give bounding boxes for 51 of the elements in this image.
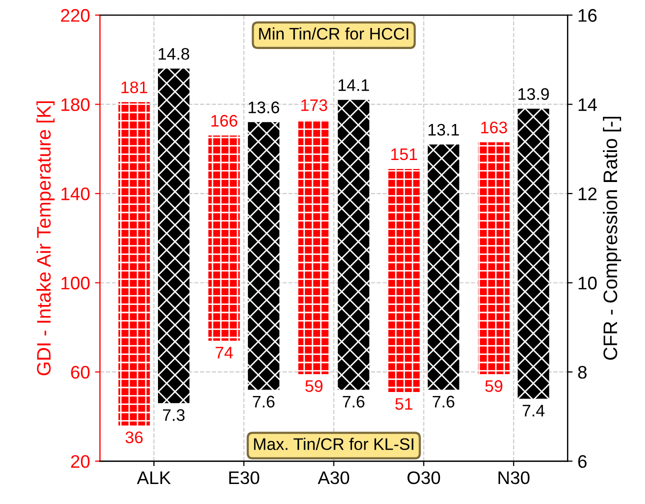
y-axis-title: GDI - Intake Air Temperature [K]: [36, 101, 55, 376]
bar: [158, 68, 190, 404]
x-tick-label: N30: [498, 471, 530, 484]
x-tick-label: A30: [318, 471, 350, 484]
bar: [518, 108, 550, 399]
y2-tick-label: 10: [578, 276, 597, 290]
bar: [248, 122, 280, 390]
annotation: 51: [395, 398, 412, 410]
bar: [428, 144, 460, 390]
y-tick-label: 20: [71, 455, 90, 468]
annotation: 14.8: [158, 48, 190, 60]
annotation: 14.1: [338, 79, 369, 91]
annotation: 13.6: [248, 102, 280, 114]
x-tick-label: ALK: [136, 472, 171, 484]
y-tick-label: 60: [71, 366, 90, 379]
y-tick-label: 100: [62, 276, 90, 290]
y-tick-label: 220: [61, 9, 90, 22]
x-tick-label: E30: [229, 471, 260, 484]
bar: [338, 100, 370, 390]
annotation: 181: [122, 81, 148, 94]
y2-tick-label: 6: [578, 455, 587, 468]
annotation: 7.6: [252, 396, 274, 408]
bar: [298, 120, 330, 374]
annotation: 36: [126, 431, 143, 444]
y-tick-label: 180: [62, 98, 90, 112]
annotation: 7.3: [162, 409, 185, 421]
annotation: 7.6: [432, 396, 454, 408]
annotation: 166: [211, 114, 238, 127]
annotation: 163: [481, 122, 508, 134]
y-tick-label: 140: [62, 187, 90, 200]
bar: [208, 136, 240, 341]
annotation: 13.9: [518, 88, 549, 100]
bar: [478, 142, 510, 374]
y2-tick-label: 8: [578, 366, 587, 379]
annotation: 59: [305, 380, 322, 392]
y2-tick-label: 12: [578, 187, 596, 200]
annotation: 59: [485, 380, 502, 392]
annotation: 13.1: [428, 124, 459, 136]
bar: [118, 102, 150, 426]
annotation: Max. Tin/CR for KL-SI: [254, 438, 414, 450]
y2-axis-title: CFR - Compression Ratio [-]: [602, 116, 622, 360]
annotation: 151: [391, 148, 418, 160]
x-tick-label: O30: [408, 471, 440, 484]
y2-tick-label: 16: [578, 9, 597, 22]
annotation: 173: [301, 99, 328, 112]
bar: [388, 169, 420, 392]
y2-tick-label: 14: [578, 98, 597, 111]
annotation: 7.6: [342, 396, 364, 408]
annotation: 74: [216, 346, 233, 358]
annotation: 7.4: [522, 404, 545, 416]
annotation: Min Tin/CR for HCCI: [259, 27, 408, 40]
